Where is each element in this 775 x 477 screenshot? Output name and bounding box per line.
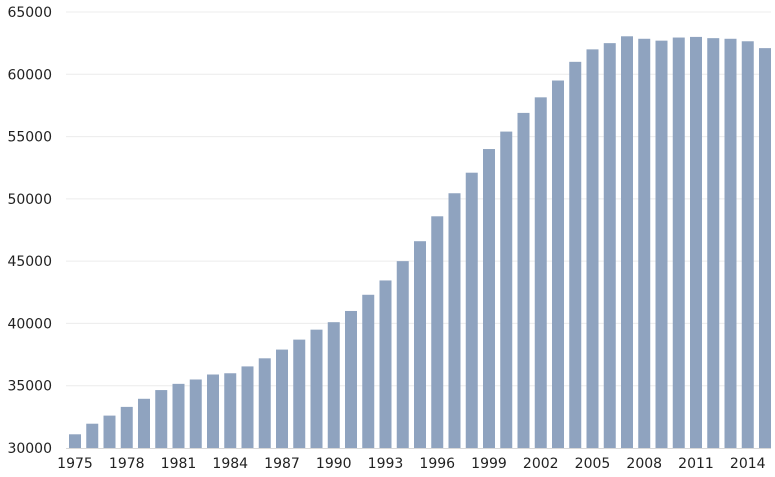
x-tick-label: 2005: [575, 456, 611, 472]
y-tick-label: 65000: [7, 5, 52, 21]
bar-2001: [517, 112, 530, 449]
bar-2011: [690, 36, 702, 448]
bar-1996: [431, 216, 444, 448]
bar-1984: [224, 373, 237, 448]
bar-2015: [759, 48, 771, 448]
bar-1988: [293, 339, 306, 448]
bar-2010: [672, 37, 685, 448]
bar-1985: [241, 366, 254, 448]
bar-1998: [465, 172, 478, 448]
y-tick-label: 35000: [7, 379, 52, 395]
bar-2013: [724, 38, 737, 448]
x-tick-label: 1978: [109, 456, 145, 472]
x-tick-label: 1981: [161, 456, 197, 472]
bar-1997: [448, 193, 461, 448]
bar-1994: [396, 261, 409, 448]
bar-2006: [603, 43, 616, 448]
x-tick-label: 2008: [626, 456, 662, 472]
bar-1990: [327, 322, 340, 448]
x-tick-label: 1987: [264, 456, 300, 472]
bar-1977: [103, 415, 116, 448]
bar-2009: [655, 40, 668, 449]
bar-2014: [741, 41, 754, 449]
x-tick-label: 1984: [212, 456, 248, 472]
bar-1986: [258, 358, 271, 448]
y-tick-label: 55000: [7, 130, 52, 146]
bar-2005: [586, 49, 599, 449]
bar-1975: [69, 434, 81, 448]
y-tick-label: 40000: [7, 316, 52, 332]
x-tick-label: 1999: [471, 456, 507, 472]
bar-1981: [172, 383, 185, 448]
x-tick-label: 1993: [368, 456, 404, 472]
y-tick-label: 45000: [7, 254, 52, 270]
bar-2007: [621, 36, 633, 448]
bar-1999: [483, 149, 495, 448]
x-tick-label: 2011: [678, 456, 714, 472]
bar-2004: [569, 61, 582, 448]
bar-1982: [189, 379, 202, 448]
bar-2008: [638, 38, 651, 448]
x-tick-label: 2014: [730, 456, 766, 472]
bar-1980: [155, 390, 168, 448]
bar-1979: [138, 398, 150, 448]
bars: [69, 36, 771, 449]
y-tick-label: 30000: [7, 441, 52, 457]
bar-1992: [362, 294, 375, 448]
bar-2000: [500, 131, 513, 448]
y-tick-label: 60000: [7, 67, 52, 83]
x-tick-label: 1996: [419, 456, 455, 472]
bar-2003: [552, 80, 564, 448]
x-tick-labels: 1975 1978 1981 1984 1987 1990 1993 1996 1999 2002…: [57, 456, 765, 472]
y-tick-labels: 30000 35000 40000 45000 50000 55000 60000 65000: [7, 5, 52, 457]
bar-1983: [207, 374, 219, 448]
x-tick-label: 2002: [523, 456, 559, 472]
x-tick-label: 1990: [316, 456, 352, 472]
y-tick-label: 50000: [7, 192, 52, 208]
bar-1976: [86, 423, 99, 448]
x-tick-label: 1975: [57, 456, 93, 472]
bar-1989: [310, 329, 323, 448]
bar-1993: [379, 280, 392, 448]
bar-1991: [345, 310, 357, 448]
bar-1978: [120, 406, 133, 448]
bar-1995: [414, 241, 426, 448]
bar-2002: [534, 97, 547, 448]
bar-2012: [707, 38, 720, 448]
bar-1987: [276, 349, 288, 448]
